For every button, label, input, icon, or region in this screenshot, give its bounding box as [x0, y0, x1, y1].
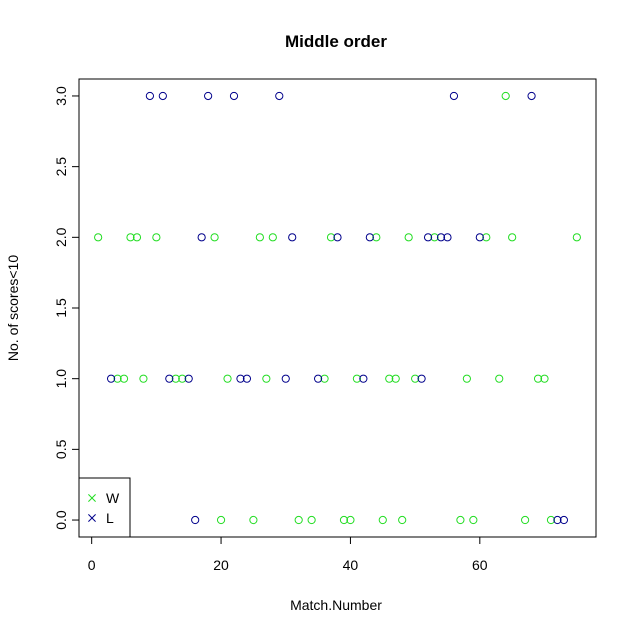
legend-marker-w: [88, 494, 96, 502]
point-w: [307, 515, 316, 525]
point-w: [249, 515, 258, 525]
point-l: [443, 233, 452, 242]
point-l: [229, 91, 239, 101]
point-l: [275, 91, 284, 101]
x-tick-label: 20: [213, 557, 229, 573]
point-l: [236, 374, 245, 383]
point-w: [540, 374, 549, 383]
point-w: [346, 515, 355, 525]
point-l: [359, 374, 368, 383]
point-l: [158, 91, 167, 101]
legend-label-l: L: [106, 510, 114, 526]
y-tick-label: 2.5: [53, 157, 69, 177]
point-w: [94, 233, 103, 242]
legend-box: [78, 477, 131, 538]
point-w: [210, 233, 219, 242]
point-w: [178, 374, 187, 383]
point-l: [559, 515, 569, 525]
point-w: [352, 374, 362, 383]
point-w: [546, 515, 556, 525]
point-l: [191, 515, 200, 525]
point-w: [326, 233, 336, 242]
point-w: [339, 515, 349, 525]
point-w: [320, 374, 329, 383]
point-w: [404, 233, 413, 242]
point-w: [378, 515, 387, 525]
point-l: [436, 233, 446, 242]
x-tick-label: 40: [343, 557, 359, 573]
point-w: [268, 233, 277, 242]
point-l: [417, 374, 426, 383]
point-l: [313, 374, 323, 383]
point-l: [204, 91, 213, 101]
point-l: [553, 515, 562, 525]
y-tick-label: 0.0: [53, 510, 69, 530]
y-tick-label: 0.5: [53, 439, 69, 459]
point-w: [533, 374, 543, 383]
point-w: [113, 374, 122, 383]
point-l: [242, 374, 252, 383]
point-l: [288, 233, 297, 242]
y-tick-label: 2.0: [53, 227, 69, 247]
legend-label-w: W: [106, 490, 120, 506]
point-w: [456, 515, 465, 525]
point-l: [333, 233, 342, 242]
data-points: [94, 91, 581, 525]
point-w: [126, 233, 135, 242]
chart-title: Middle order: [285, 32, 387, 51]
point-l: [184, 374, 193, 383]
point-w: [152, 233, 161, 242]
point-l: [423, 233, 433, 242]
point-l: [106, 374, 116, 383]
point-w: [171, 374, 180, 383]
x-axis: 0 20 40 60: [88, 536, 488, 573]
point-l: [165, 374, 174, 383]
point-w: [495, 374, 504, 383]
point-l: [365, 233, 374, 242]
point-l: [197, 233, 206, 242]
point-w: [223, 374, 232, 383]
point-w: [469, 515, 478, 525]
point-w: [262, 374, 271, 383]
point-w: [572, 233, 581, 242]
x-tick-label: 0: [88, 557, 96, 573]
point-w: [411, 374, 420, 383]
point-w: [216, 515, 226, 525]
point-w: [294, 515, 303, 525]
point-l: [281, 374, 290, 383]
point-w: [139, 374, 148, 383]
point-w: [462, 374, 471, 383]
point-w: [391, 374, 400, 383]
point-l: [475, 233, 484, 242]
point-w: [398, 515, 407, 525]
plot-frame: [78, 78, 597, 538]
y-tick-label: 1.5: [53, 298, 69, 318]
y-tick-label: 1.0: [53, 369, 69, 389]
point-l: [449, 91, 459, 101]
point-w: [501, 91, 510, 101]
legend-marker-l: [88, 514, 96, 522]
point-w: [385, 374, 394, 383]
point-l: [527, 91, 536, 101]
point-w: [521, 515, 530, 525]
y-axis-label: No. of scores<10: [5, 255, 21, 361]
point-w: [255, 233, 264, 242]
point-l: [145, 91, 154, 101]
point-w: [132, 233, 142, 242]
point-w: [482, 233, 491, 242]
y-axis: 0.0 0.5 1.0 1.5 2.0 2.5 3.0: [53, 86, 80, 530]
y-tick-label: 3.0: [53, 86, 69, 106]
point-w: [430, 233, 439, 242]
point-w: [508, 233, 517, 242]
x-tick-label: 60: [472, 557, 488, 573]
point-w: [119, 374, 129, 383]
point-w: [372, 233, 381, 242]
legend: WL: [78, 477, 131, 538]
x-axis-label: Match.Number: [290, 597, 382, 613]
